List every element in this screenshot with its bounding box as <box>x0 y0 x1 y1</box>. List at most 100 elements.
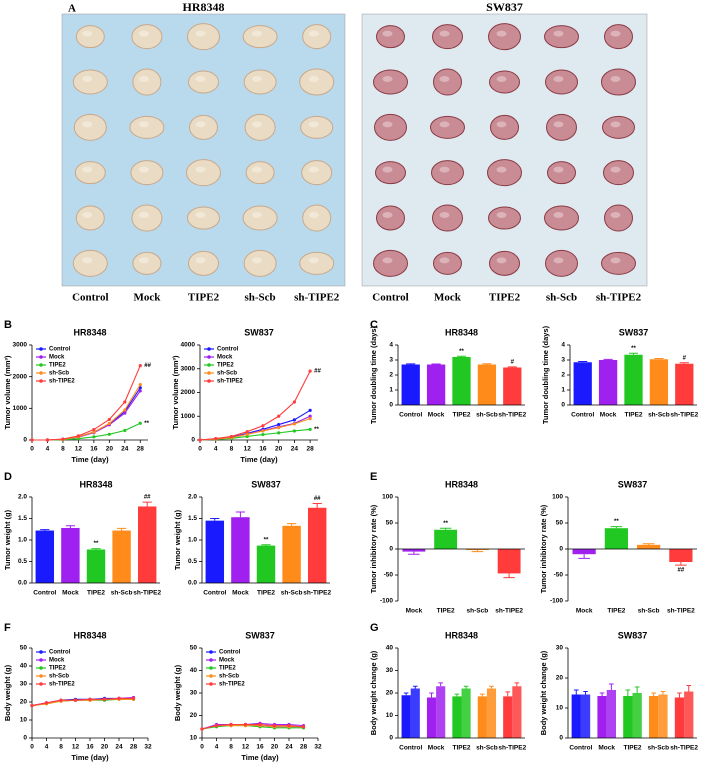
point <box>277 426 281 430</box>
error-bar <box>686 685 692 692</box>
tumor <box>244 113 276 141</box>
tumor-highlight <box>439 166 450 173</box>
annotation: ## <box>314 369 321 375</box>
x-tick-label: Control <box>399 412 422 419</box>
tumor-highlight <box>553 30 564 37</box>
x-tick-label: Control <box>399 745 422 752</box>
legend-marker <box>209 650 213 654</box>
legend-marker <box>207 379 211 383</box>
x-tick-label: sh-Scb <box>476 745 498 752</box>
legend-marker <box>39 371 43 375</box>
tumor <box>189 114 218 140</box>
x-tick-label: sh-TIPE2 <box>495 608 523 615</box>
x-tick-label: 16 <box>90 446 98 453</box>
photo-label: Control <box>372 292 408 304</box>
error-bar <box>505 691 511 697</box>
y-axis-label: Tumor doubling time (days) <box>369 325 378 424</box>
y-tick-label: 3 <box>389 357 393 364</box>
x-tick-label: Mock <box>598 745 615 752</box>
y-tick-label: 0.0 <box>188 580 197 587</box>
bar <box>606 690 616 738</box>
x-tick-label: Mock <box>600 412 617 419</box>
error-bar <box>116 527 127 531</box>
tumor <box>544 205 579 231</box>
point <box>59 698 63 702</box>
y-tick-label: 20 <box>386 690 394 697</box>
y-tick-label: 1000 <box>181 413 196 420</box>
y-tick-label: 40 <box>20 663 28 670</box>
x-tick-label: TIPE2 <box>257 590 275 597</box>
panel-letter: D <box>4 471 12 483</box>
tumor <box>187 206 220 230</box>
x-tick-label: 0 <box>30 744 34 751</box>
y-tick-label: 3000 <box>181 365 196 372</box>
tumor-highlight <box>610 166 621 173</box>
x-tick-label: 20 <box>271 744 279 751</box>
tumor <box>602 115 635 139</box>
bar <box>465 549 489 551</box>
tumor <box>545 249 578 277</box>
x-tick-label: 24 <box>291 446 299 453</box>
tumor-highlight <box>138 121 149 128</box>
x-tick-label: 0 <box>198 446 202 453</box>
y-tick-label: 4 <box>389 342 393 349</box>
error-bar <box>471 550 484 553</box>
tumor <box>431 160 464 186</box>
y-tick-label: 0 <box>559 546 563 553</box>
y-tick-label: 2.0 <box>188 494 197 501</box>
tumor-highlight <box>496 257 507 264</box>
annotation: ** <box>614 519 619 525</box>
bar <box>658 694 668 738</box>
x-tick-label: Mock <box>576 608 593 615</box>
legend-label: TIPE2 <box>49 363 66 369</box>
y-tick-label: 50 <box>20 645 28 652</box>
tumor-highlight <box>382 121 393 128</box>
bar <box>401 364 420 405</box>
annotation: ## <box>314 496 321 502</box>
tumor <box>546 113 577 141</box>
photo-label: Mock <box>434 292 462 304</box>
x-tick-label: 28 <box>307 446 315 453</box>
tumor-highlight <box>496 30 507 37</box>
annotation: ## <box>144 363 151 369</box>
error-bar <box>578 361 588 363</box>
legend-label: Mock <box>219 658 235 664</box>
tumor-highlight <box>252 76 263 82</box>
point <box>131 696 136 701</box>
point <box>30 438 34 442</box>
point <box>45 438 50 442</box>
annotation: ** <box>314 427 319 433</box>
tumor-highlight <box>308 212 319 218</box>
x-tick-label: Control <box>571 412 594 419</box>
error-bar <box>514 682 520 687</box>
point <box>30 704 34 708</box>
x-tick-label: 8 <box>59 744 63 751</box>
point <box>138 382 142 387</box>
series-line <box>31 697 134 707</box>
point <box>261 429 265 433</box>
point <box>123 411 127 415</box>
x-tick-label: sh-Scb <box>467 608 489 615</box>
x-tick-label: 8 <box>61 446 65 453</box>
bar <box>512 686 522 738</box>
legend-label: sh-TIPE2 <box>49 379 75 385</box>
point <box>245 432 249 436</box>
legend-label: sh-TIPE2 <box>217 379 243 385</box>
bar <box>256 545 276 583</box>
tumor-highlight <box>553 257 564 264</box>
series-line <box>199 370 311 441</box>
tumor-highlight <box>382 166 393 173</box>
chart-title: SW837 <box>618 630 648 640</box>
legend-label: sh-Scb <box>49 674 69 680</box>
bar <box>486 688 497 738</box>
bar <box>35 530 55 583</box>
legend-label: Control <box>49 650 71 656</box>
bar <box>231 517 250 583</box>
tumor-highlight <box>252 212 263 218</box>
y-tick-label: 10 <box>386 712 394 719</box>
x-tick-label: Mock <box>232 590 249 597</box>
x-tick-label: Mock <box>62 590 79 597</box>
error-bar <box>438 682 443 687</box>
y-tick-label: 20 <box>556 675 564 682</box>
point <box>292 429 296 433</box>
